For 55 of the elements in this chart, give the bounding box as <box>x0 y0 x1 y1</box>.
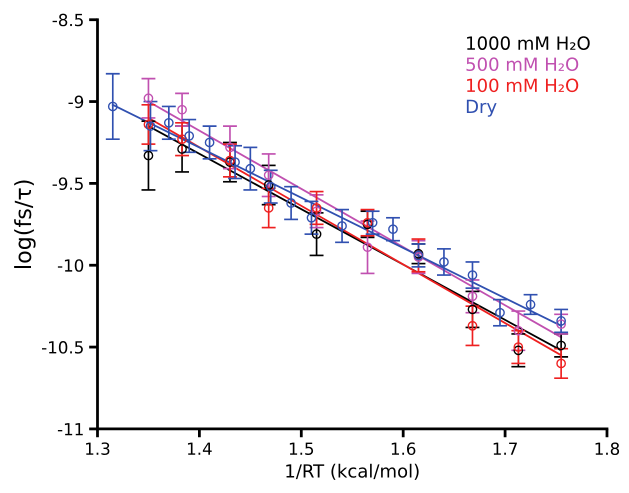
text: 100 mM H₂O <box>467 78 578 92</box>
point <box>513 342 524 352</box>
point <box>177 134 187 144</box>
point <box>264 203 274 213</box>
point <box>495 308 505 318</box>
point <box>468 320 478 331</box>
x-tick-label: 1.6 <box>392 442 416 456</box>
point <box>225 142 235 152</box>
text: 500 mM H₂O <box>466 57 578 72</box>
x-axis-title: 1/RT (kcal/mol) <box>286 464 419 480</box>
point <box>312 229 322 239</box>
point <box>204 138 214 148</box>
point <box>144 93 154 104</box>
point <box>164 118 174 128</box>
y-tick-label: -10.5 <box>42 341 83 354</box>
point <box>388 224 398 234</box>
x-tick-label: 1.8 <box>596 442 620 456</box>
point <box>264 170 274 180</box>
point <box>337 221 347 231</box>
point <box>556 316 566 326</box>
point <box>439 257 449 267</box>
point <box>368 218 378 228</box>
point <box>468 270 478 280</box>
point <box>513 345 524 356</box>
point <box>362 242 372 252</box>
point <box>556 319 566 330</box>
y-tick-label: -10 <box>58 259 84 272</box>
y-tick-label: -8.5 <box>52 14 83 26</box>
text: 1000 mM H₂O <box>467 36 590 50</box>
point <box>513 326 524 336</box>
point <box>245 164 256 174</box>
y-tick-label: -9.5 <box>52 177 83 190</box>
text: Dry <box>466 100 497 117</box>
point <box>468 304 478 314</box>
point <box>177 144 187 154</box>
point <box>312 206 322 216</box>
y-tick-label: -11 <box>58 423 83 436</box>
point <box>144 150 154 160</box>
point <box>556 358 566 368</box>
x-tick-label: 1.5 <box>290 442 314 456</box>
point <box>468 291 478 302</box>
point <box>556 340 566 350</box>
y-axis-title: log(fs/τ) <box>14 180 36 268</box>
point <box>526 300 536 310</box>
x-tick-label: 1.3 <box>86 442 110 456</box>
x-tick-label: 1.7 <box>494 442 517 455</box>
point <box>184 131 194 141</box>
point <box>108 102 118 112</box>
y-tick-label: -9 <box>68 96 84 108</box>
point <box>306 212 316 223</box>
point <box>230 157 240 167</box>
point <box>286 198 296 208</box>
point <box>312 203 322 213</box>
x-tick-label: 1.4 <box>188 442 212 455</box>
point <box>177 104 187 115</box>
